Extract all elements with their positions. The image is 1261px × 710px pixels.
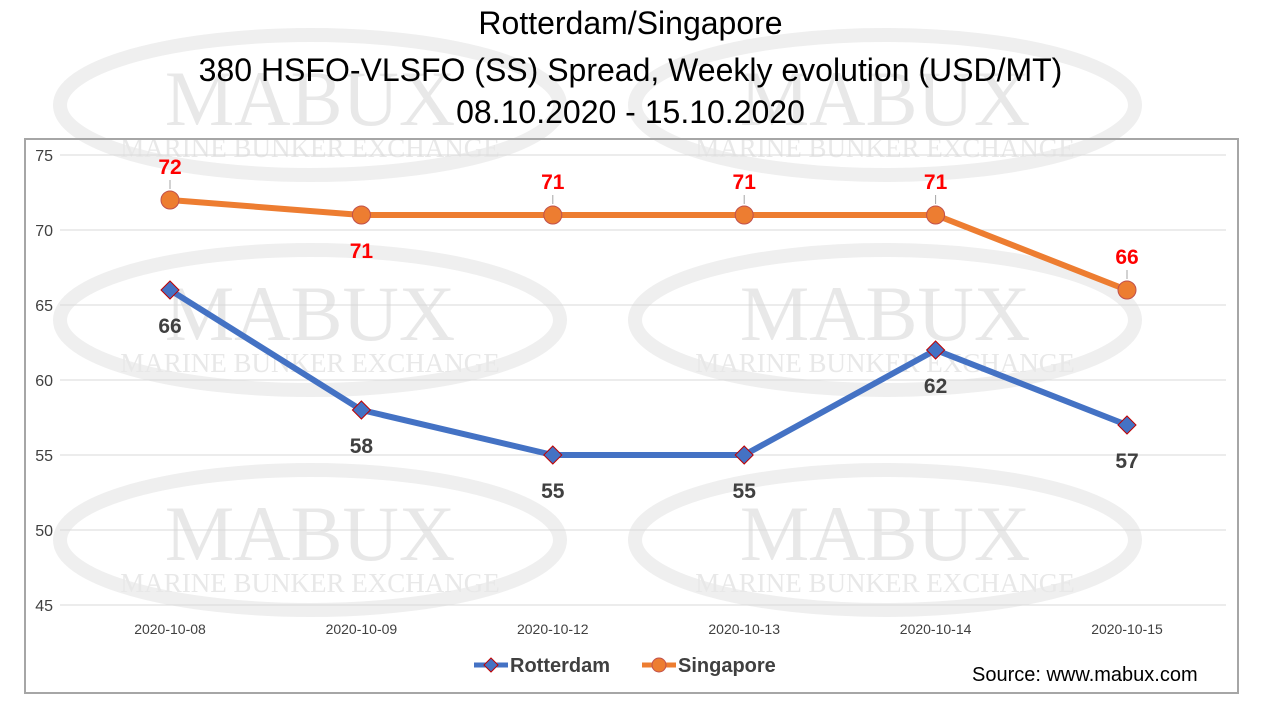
singapore-point — [734, 205, 754, 225]
x-tick-label: 2020-10-14 — [900, 621, 972, 637]
y-tick-label: 65 — [35, 298, 53, 315]
singapore-data-label: 66 — [1115, 246, 1138, 269]
watermark-swoosh — [628, 28, 1142, 182]
watermark-main-text: MABUX — [165, 55, 455, 142]
watermark-sub-text: MARINE BUNKER EXCHANGE — [695, 348, 1075, 378]
singapore-data-label: 71 — [924, 171, 948, 194]
rotterdam-data-label: 58 — [350, 435, 374, 458]
rotterdam-data-label: 66 — [158, 315, 181, 338]
singapore-data-label: 71 — [350, 240, 374, 263]
watermark-swoosh — [53, 463, 567, 617]
watermark-main-text: MABUX — [165, 270, 455, 357]
singapore-data-label: 72 — [158, 156, 181, 179]
watermark-main-text: MABUX — [740, 55, 1030, 142]
y-tick-label: 70 — [35, 223, 53, 240]
rotterdam-data-label: 55 — [541, 480, 565, 503]
y-tick-label: 60 — [35, 373, 53, 390]
rotterdam-point — [351, 400, 372, 420]
source-note: Source: www.mabux.com — [972, 664, 1198, 686]
legend-rotterdam-marker — [483, 657, 499, 673]
rotterdam-data-label: 62 — [924, 375, 947, 398]
x-tick-label: 2020-10-12 — [517, 621, 589, 637]
plot-frame — [24, 138, 1239, 694]
watermark-sub-text: MARINE BUNKER EXCHANGE — [695, 568, 1075, 598]
chart-title-line-3: 08.10.2020 - 15.10.2020 — [456, 94, 805, 130]
legend-singapore-label: Singapore — [678, 655, 776, 677]
x-tick-label: 2020-10-08 — [134, 621, 206, 637]
singapore-data-label: 71 — [733, 171, 757, 194]
rotterdam-point — [734, 445, 754, 465]
singapore-point — [926, 205, 946, 225]
watermark-swoosh — [628, 463, 1142, 617]
singapore-point — [351, 205, 371, 225]
watermark-main-text: MABUX — [740, 490, 1030, 577]
rotterdam-data-label: 55 — [733, 480, 757, 503]
rotterdam-point — [543, 445, 563, 465]
watermark-main-text: MABUX — [740, 270, 1030, 357]
legend-rotterdam-label: Rotterdam — [510, 655, 610, 677]
x-tick-label: 2020-10-15 — [1091, 621, 1163, 637]
y-tick-label: 45 — [35, 598, 53, 615]
chart-title-line-2: 380 HSFO-VLSFO (SS) Spread, Weekly evolu… — [198, 52, 1063, 88]
x-tick-label: 2020-10-13 — [708, 621, 780, 637]
legend-singapore-marker — [651, 657, 667, 673]
y-tick-label: 75 — [35, 148, 53, 165]
y-tick-label: 50 — [35, 523, 53, 540]
y-tick-label: 55 — [35, 448, 53, 465]
rotterdam-data-label: 57 — [1115, 450, 1138, 473]
watermark-swoosh — [53, 243, 567, 397]
watermark-swoosh — [53, 28, 567, 182]
singapore-point — [1117, 280, 1137, 300]
rotterdam-point — [160, 280, 180, 300]
watermark-main-text: MABUX — [165, 490, 455, 577]
chart-title-line-1: Rotterdam/Singapore — [478, 5, 783, 41]
watermark-swoosh — [628, 243, 1142, 397]
watermark-sub-text: MARINE BUNKER EXCHANGE — [120, 348, 500, 378]
watermark-sub-text: MARINE BUNKER EXCHANGE — [120, 568, 500, 598]
rotterdam-point — [1117, 415, 1137, 435]
rotterdam-series-line — [167, 287, 1130, 458]
singapore-data-label: 71 — [541, 171, 565, 194]
rotterdam-point — [925, 340, 946, 360]
x-tick-label: 2020-10-09 — [326, 621, 398, 637]
singapore-point — [160, 190, 180, 210]
singapore-point — [543, 205, 563, 225]
singapore-series-line — [167, 197, 1130, 293]
